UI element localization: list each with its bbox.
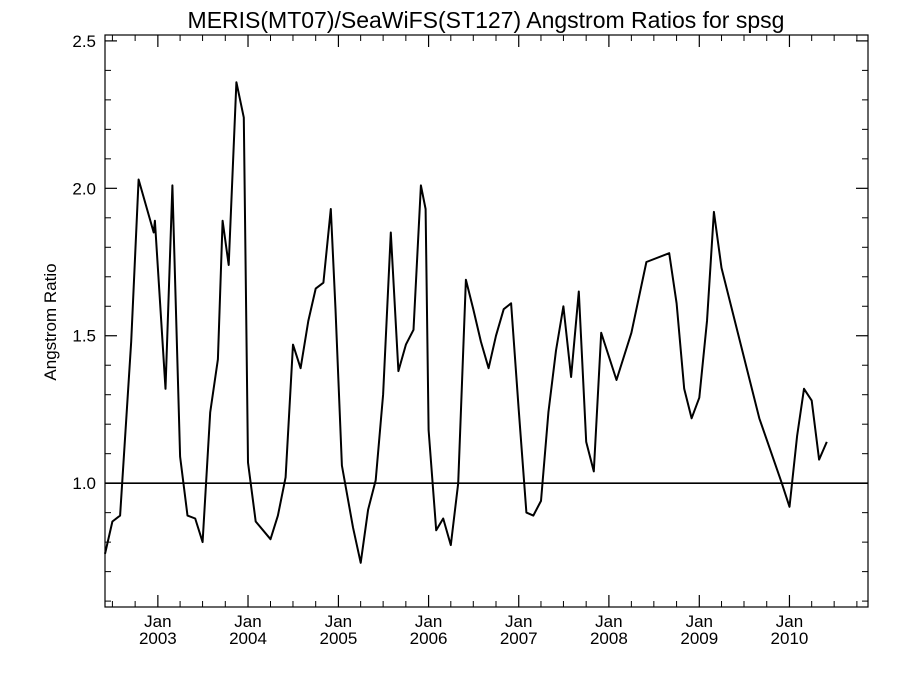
- x-tick-label-year: 2006: [410, 629, 448, 648]
- x-tick-label-month: Jan: [595, 612, 622, 631]
- x-tick-label-month: Jan: [144, 612, 171, 631]
- x-tick-label-year: 2008: [590, 629, 628, 648]
- x-tick-label-month: Jan: [325, 612, 352, 631]
- x-tick-label-year: 2004: [229, 629, 267, 648]
- y-axis-ticks: 1.0 1.5 2.0 2.5: [72, 32, 868, 602]
- x-tick-label-month: Jan: [776, 612, 803, 631]
- x-tick-label-year: 2007: [500, 629, 538, 648]
- y-axis-label: Angstrom Ratio: [41, 263, 60, 380]
- x-axis-ticks: Jan2003Jan2004Jan2005Jan2006Jan2007Jan20…: [111, 35, 858, 648]
- y-tick-label: 1.0: [72, 474, 96, 493]
- x-tick-label-month: Jan: [505, 612, 532, 631]
- x-tick-label-year: 2010: [771, 629, 809, 648]
- x-tick-label-year: 2009: [680, 629, 718, 648]
- angstrom-ratio-series-line: [104, 81, 828, 564]
- chart-title: MERIS(MT07)/SeaWiFS(ST127) Angstrom Rati…: [188, 7, 785, 33]
- plot-frame: [104, 34, 869, 608]
- x-tick-label-month: Jan: [415, 612, 442, 631]
- y-tick-label: 1.5: [72, 327, 96, 346]
- x-tick-label-year: 2003: [139, 629, 177, 648]
- y-tick-label: 2.0: [72, 179, 96, 198]
- y-tick-label: 2.5: [72, 32, 96, 51]
- x-tick-label-month: Jan: [686, 612, 713, 631]
- x-tick-label-month: Jan: [234, 612, 261, 631]
- x-tick-label-year: 2005: [320, 629, 358, 648]
